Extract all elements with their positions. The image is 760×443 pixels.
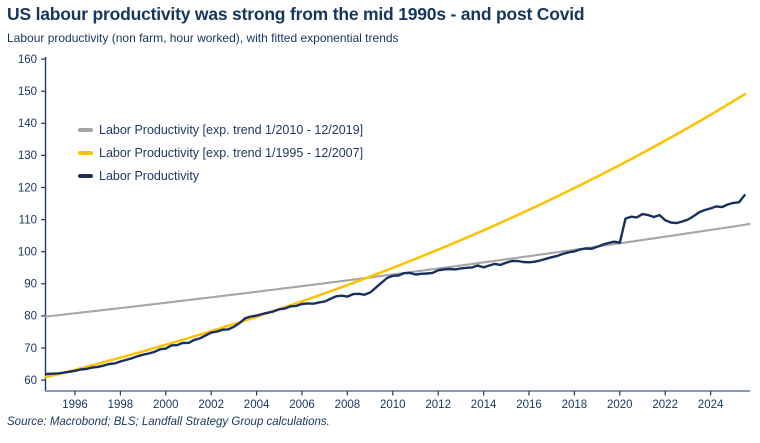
legend-item-labor-productivity: Labor Productivity xyxy=(78,168,363,184)
x-axis-tick-label: 2010 xyxy=(380,399,406,411)
x-axis-tick-label: 2016 xyxy=(516,399,542,411)
legend-swatch-gray-trend xyxy=(78,128,93,132)
y-axis-tick-label: 160 xyxy=(18,54,37,66)
y-axis-tick-label: 90 xyxy=(24,279,37,291)
x-axis-tick-label: 2006 xyxy=(289,399,315,411)
legend-swatch-yellow-trend xyxy=(78,151,93,155)
x-axis-tick-label: 1996 xyxy=(62,399,88,411)
y-axis-tick-label: 100 xyxy=(18,247,37,259)
x-axis-tick-label: 1998 xyxy=(108,399,134,411)
y-axis-tick-label: 140 xyxy=(18,118,37,130)
x-axis-tick-label: 2000 xyxy=(153,399,179,411)
legend-item-trend-2010-2019: Labor Productivity [exp. trend 1/2010 - … xyxy=(78,122,363,138)
y-axis-tick-label: 150 xyxy=(18,86,37,98)
series-line-trend-0 xyxy=(44,222,751,318)
legend-label: Labor Productivity [exp. trend 1/2010 - … xyxy=(99,123,364,137)
legend-item-trend-1995-2007: Labor Productivity [exp. trend 1/1995 - … xyxy=(78,145,363,161)
x-axis-tick-label: 2018 xyxy=(562,399,588,411)
legend-label: Labor Productivity xyxy=(99,169,200,183)
y-axis-tick-label: 60 xyxy=(24,375,37,387)
chart-subtitle: Labour productivity (non farm, hour work… xyxy=(7,31,399,45)
page-title: US labour productivity was strong from t… xyxy=(7,4,585,24)
x-axis-tick-label: 2020 xyxy=(607,399,633,411)
legend-swatch-navy-series xyxy=(78,174,93,178)
y-axis-tick-label: 80 xyxy=(24,311,37,323)
x-axis-tick-label: 2024 xyxy=(698,399,724,411)
x-axis-tick-label: 2012 xyxy=(425,399,451,411)
y-axis-tick-label: 70 xyxy=(24,343,37,355)
y-axis-tick-label: 120 xyxy=(18,182,37,194)
y-axis-tick-label: 110 xyxy=(19,214,37,226)
x-axis-tick-label: 2008 xyxy=(335,399,361,411)
legend-label: Labor Productivity [exp. trend 1/1995 - … xyxy=(99,146,364,160)
source-note: Source: Macrobond; BLS; Landfall Strateg… xyxy=(7,416,330,428)
y-axis-tick-label: 130 xyxy=(18,150,37,162)
series-line-labor-productivity xyxy=(45,194,746,376)
chart-legend: Labor Productivity [exp. trend 1/2010 - … xyxy=(78,122,363,184)
x-axis-tick-label: 2022 xyxy=(652,399,678,411)
x-axis-tick-label: 2014 xyxy=(471,399,497,411)
x-axis-tick-label: 2002 xyxy=(198,399,224,411)
series-line-trend-1 xyxy=(44,92,747,379)
x-axis-tick-label: 2004 xyxy=(244,399,270,411)
